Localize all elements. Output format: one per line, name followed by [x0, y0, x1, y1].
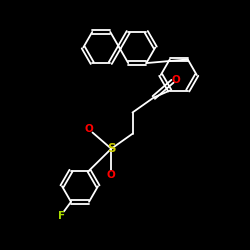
- Text: F: F: [58, 211, 65, 221]
- Text: O: O: [84, 124, 93, 134]
- Text: O: O: [171, 75, 180, 85]
- Text: O: O: [107, 170, 116, 180]
- Text: S: S: [107, 142, 116, 155]
